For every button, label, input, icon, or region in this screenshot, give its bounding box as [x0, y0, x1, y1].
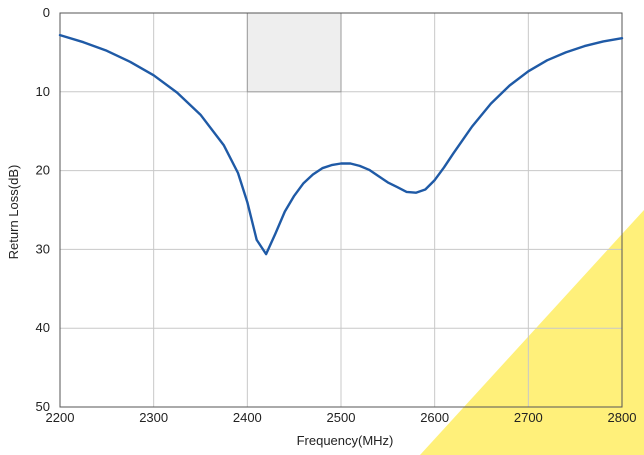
x-tick-label: 2400 — [233, 410, 262, 425]
x-tick-label: 2300 — [139, 410, 168, 425]
x-tick-label: 2600 — [420, 410, 449, 425]
plot-area-frame — [59, 12, 623, 408]
y-tick-label: 10 — [36, 84, 50, 99]
x-tick-label: 2800 — [608, 410, 637, 425]
y-tick-label: 20 — [36, 163, 50, 178]
y-axis-label: Return Loss(dB) — [6, 165, 21, 260]
data-marks — [58, 33, 624, 256]
tick-labels: 2200 2300 2400 2500 2600 2700 2800 0 10 20 30 40 50 — [36, 5, 637, 425]
y-tick-label: 30 — [36, 241, 50, 256]
highlight-band — [246, 12, 342, 93]
y-tick-label: 40 — [36, 320, 50, 335]
y-tick-label: 0 — [43, 5, 50, 20]
watermark-band — [420, 210, 644, 455]
x-tick-label: 2200 — [46, 410, 75, 425]
x-tick-label: 2700 — [514, 410, 543, 425]
x-axis-label: Frequency(MHz) — [297, 433, 394, 448]
y-tick-label: 50 — [36, 399, 50, 414]
series-line — [58, 33, 624, 256]
x-tick-label: 2500 — [327, 410, 356, 425]
